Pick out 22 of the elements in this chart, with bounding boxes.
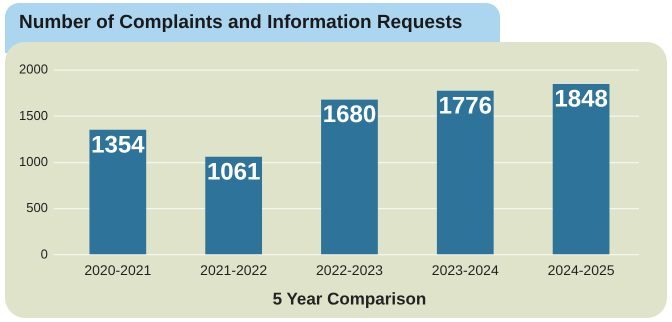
- y-tick-label: 1000: [19, 154, 48, 169]
- y-tick-label: 1500: [19, 108, 48, 123]
- y-tick-label: 2000: [19, 62, 48, 77]
- y-tick-label: 0: [40, 246, 48, 262]
- data-label: 1848: [554, 86, 608, 113]
- x-tick-label: 2020-2021: [84, 262, 152, 278]
- bar: [321, 100, 378, 254]
- bar: [205, 156, 262, 254]
- x-tick-label: 2021-2022: [200, 262, 268, 278]
- bar: [552, 84, 610, 254]
- data-label: 1061: [206, 158, 260, 186]
- x-axis-title: 5 Year Comparison: [272, 289, 426, 308]
- bar: [89, 130, 146, 254]
- data-label: 1776: [438, 92, 492, 120]
- bar: [436, 90, 494, 254]
- data-label: 1354: [91, 131, 146, 158]
- x-tick-label: 2023-2024: [432, 262, 499, 278]
- x-tick-label: 2022-2023: [316, 262, 384, 278]
- y-tick-label: 500: [26, 200, 48, 216]
- chart-title: Number of Complaints and Information Requests: [18, 11, 464, 34]
- data-label: 1680: [322, 101, 376, 128]
- x-tick-label: 2024-2025: [548, 262, 615, 278]
